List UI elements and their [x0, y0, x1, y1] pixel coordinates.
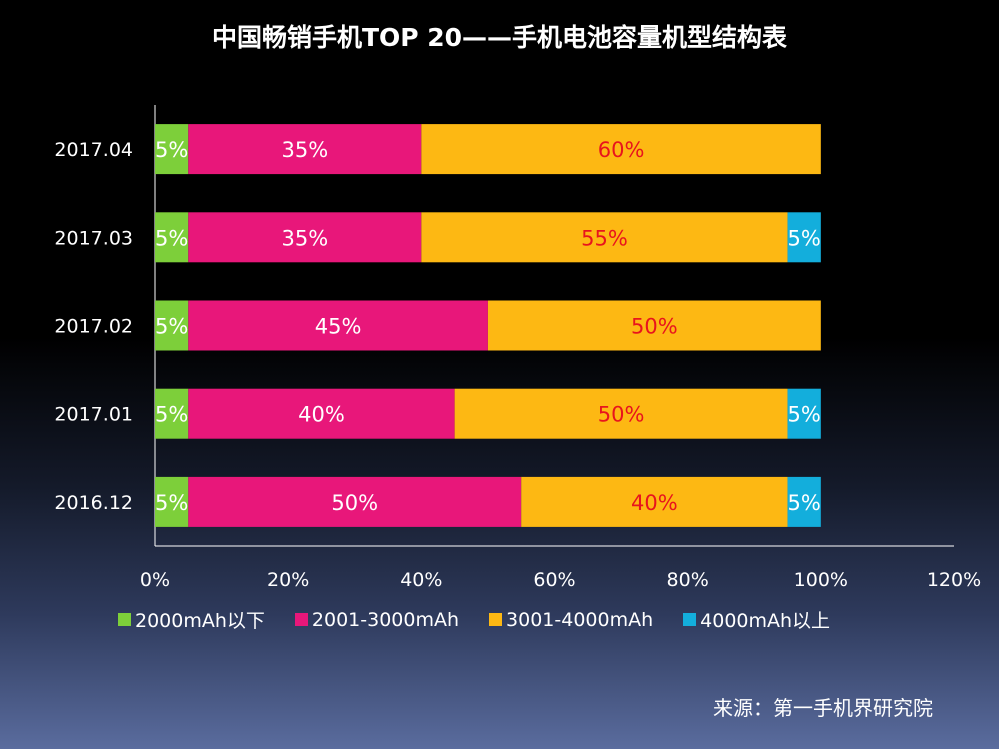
bar-segment	[155, 388, 189, 439]
data-label: 40%	[631, 491, 678, 515]
data-label: 40%	[298, 403, 345, 427]
x-tick-label: 60%	[533, 569, 575, 591]
legend-label: 2001-3000mAh	[311, 608, 460, 631]
data-label: 45%	[315, 315, 362, 339]
bar-segment	[421, 124, 821, 175]
category-label: 2017.03	[54, 227, 133, 249]
bar-segment	[155, 124, 189, 175]
category-label: 2017.02	[54, 316, 133, 338]
bar-segment	[787, 212, 821, 263]
data-label: 5%	[155, 403, 188, 427]
x-tick-label: 20%	[267, 569, 309, 591]
data-label: 5%	[155, 491, 188, 515]
x-tick-label: 80%	[667, 569, 709, 591]
source-note: 来源：第一手机界研究院	[713, 696, 933, 720]
x-tick-label: 0%	[140, 569, 170, 591]
bar-segment	[521, 476, 788, 527]
data-label: 50%	[598, 403, 645, 427]
legend-item: 3001-4000mAh	[489, 606, 653, 633]
category-label: 2016.12	[54, 492, 133, 514]
legend-item: 2001-3000mAh	[294, 606, 460, 633]
data-label: 35%	[281, 138, 328, 162]
x-tick-label: 100%	[794, 569, 848, 591]
data-label: 5%	[155, 138, 188, 162]
chart-title: 中国畅销手机TOP 20——手机电池容量机型结构表	[211, 23, 788, 52]
x-tick-label: 40%	[400, 569, 442, 591]
legend: 2000mAh以下 2001-3000mAh 3001-4000mAh 4000mAh…	[118, 606, 860, 633]
category-label: 2017.01	[54, 404, 133, 426]
bar-segment	[787, 476, 821, 527]
bar-segment	[188, 388, 455, 439]
bar-segment	[188, 300, 488, 351]
data-label: 35%	[281, 226, 328, 250]
data-label: 50%	[331, 491, 378, 515]
legend-item: 4000mAh以上	[683, 606, 830, 633]
bar-segment	[155, 300, 189, 351]
data-label: 5%	[155, 226, 188, 250]
bar-segment	[188, 212, 422, 263]
bar-segment	[454, 388, 788, 439]
data-label: 60%	[598, 138, 645, 162]
legend-item: 2000mAh以下	[118, 606, 265, 633]
data-label: 5%	[788, 491, 821, 515]
data-label: 5%	[155, 315, 188, 339]
bar-segment	[155, 476, 189, 527]
legend-swatch	[294, 613, 308, 626]
legend-label: 3001-4000mAh	[506, 608, 654, 631]
bar-segment	[188, 124, 422, 175]
x-tick-label: 120%	[927, 569, 981, 591]
bar-segment	[787, 388, 821, 439]
legend-swatch	[683, 613, 697, 626]
bar-segment	[487, 300, 821, 351]
legend-label: 2000mAh以下	[135, 610, 265, 632]
legend-swatch	[118, 613, 131, 626]
data-label: 50%	[631, 315, 678, 339]
bar-segment	[188, 476, 522, 527]
data-label: 5%	[788, 226, 821, 250]
category-label: 2017.04	[54, 139, 133, 161]
bar-segment	[155, 212, 189, 263]
data-label: 55%	[581, 226, 628, 250]
legend-swatch	[489, 613, 503, 626]
legend-label: 4000mAh以上	[700, 610, 831, 632]
data-label: 5%	[788, 403, 821, 427]
bar-segment	[421, 212, 788, 263]
